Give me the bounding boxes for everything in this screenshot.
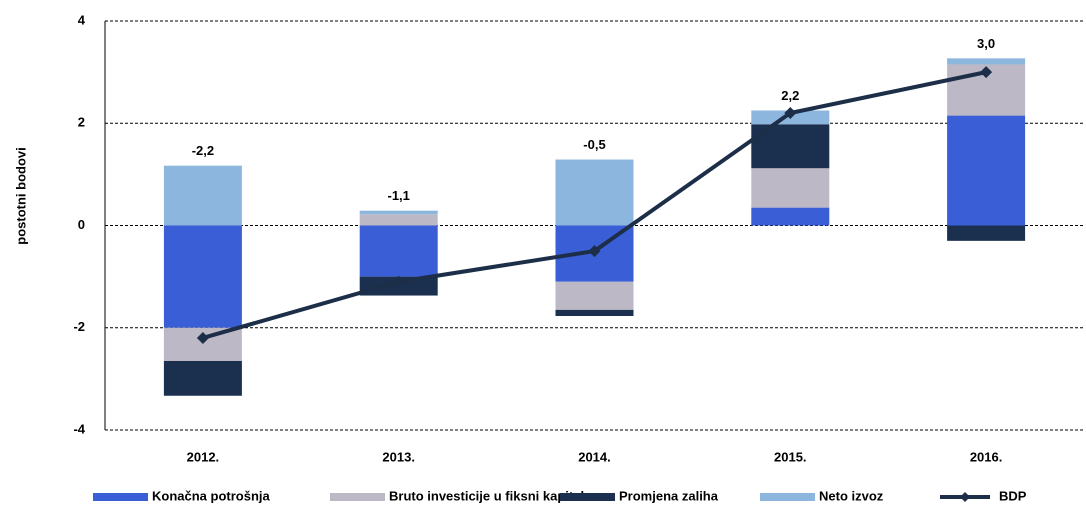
bar — [555, 159, 634, 226]
bar — [555, 281, 634, 310]
bar — [751, 168, 830, 208]
legend-swatch — [93, 493, 148, 501]
legend-swatch — [560, 493, 615, 501]
bar — [751, 207, 830, 226]
x-tick-label: 2014. — [578, 449, 611, 464]
legend-label: Promjena zaliha — [619, 488, 719, 503]
bar — [163, 225, 242, 328]
legend-label: BDP — [999, 488, 1027, 503]
bar — [359, 210, 438, 215]
legend-label: Bruto investicije u fiksni kapital — [389, 488, 584, 503]
bar — [947, 115, 1026, 226]
data-label: -1,1 — [387, 188, 409, 203]
y-tick-label: -2 — [73, 319, 85, 334]
line-marker — [588, 245, 601, 258]
legend-swatch — [330, 493, 385, 501]
bar — [163, 165, 242, 226]
line-marker — [980, 66, 993, 79]
y-tick-label: -4 — [73, 421, 85, 436]
legend-swatch — [760, 493, 815, 501]
y-tick-label: 4 — [78, 12, 86, 27]
y-tick-label: 2 — [78, 115, 85, 130]
line-marker — [784, 107, 797, 120]
bar — [555, 309, 634, 316]
data-label: -2,2 — [192, 143, 214, 158]
bar — [359, 225, 438, 277]
data-label: 3,0 — [977, 36, 995, 51]
data-label: -0,5 — [583, 137, 605, 152]
legend-swatch — [960, 492, 970, 502]
line-marker — [196, 331, 209, 344]
bar — [163, 360, 242, 396]
y-tick-label: 0 — [78, 217, 85, 232]
legend-label: Konačna potrošnja — [152, 488, 271, 503]
data-label: 2,2 — [781, 88, 799, 103]
bar — [359, 214, 438, 226]
legend-label: Neto izvoz — [819, 488, 884, 503]
bar — [947, 225, 1026, 241]
x-tick-label: 2013. — [382, 449, 415, 464]
x-tick-label: 2015. — [774, 449, 807, 464]
x-tick-label: 2012. — [187, 449, 220, 464]
x-tick-label: 2016. — [970, 449, 1003, 464]
y-axis-label: postotni bodovi — [13, 147, 28, 244]
line-marker — [392, 275, 405, 288]
bar — [947, 58, 1026, 65]
